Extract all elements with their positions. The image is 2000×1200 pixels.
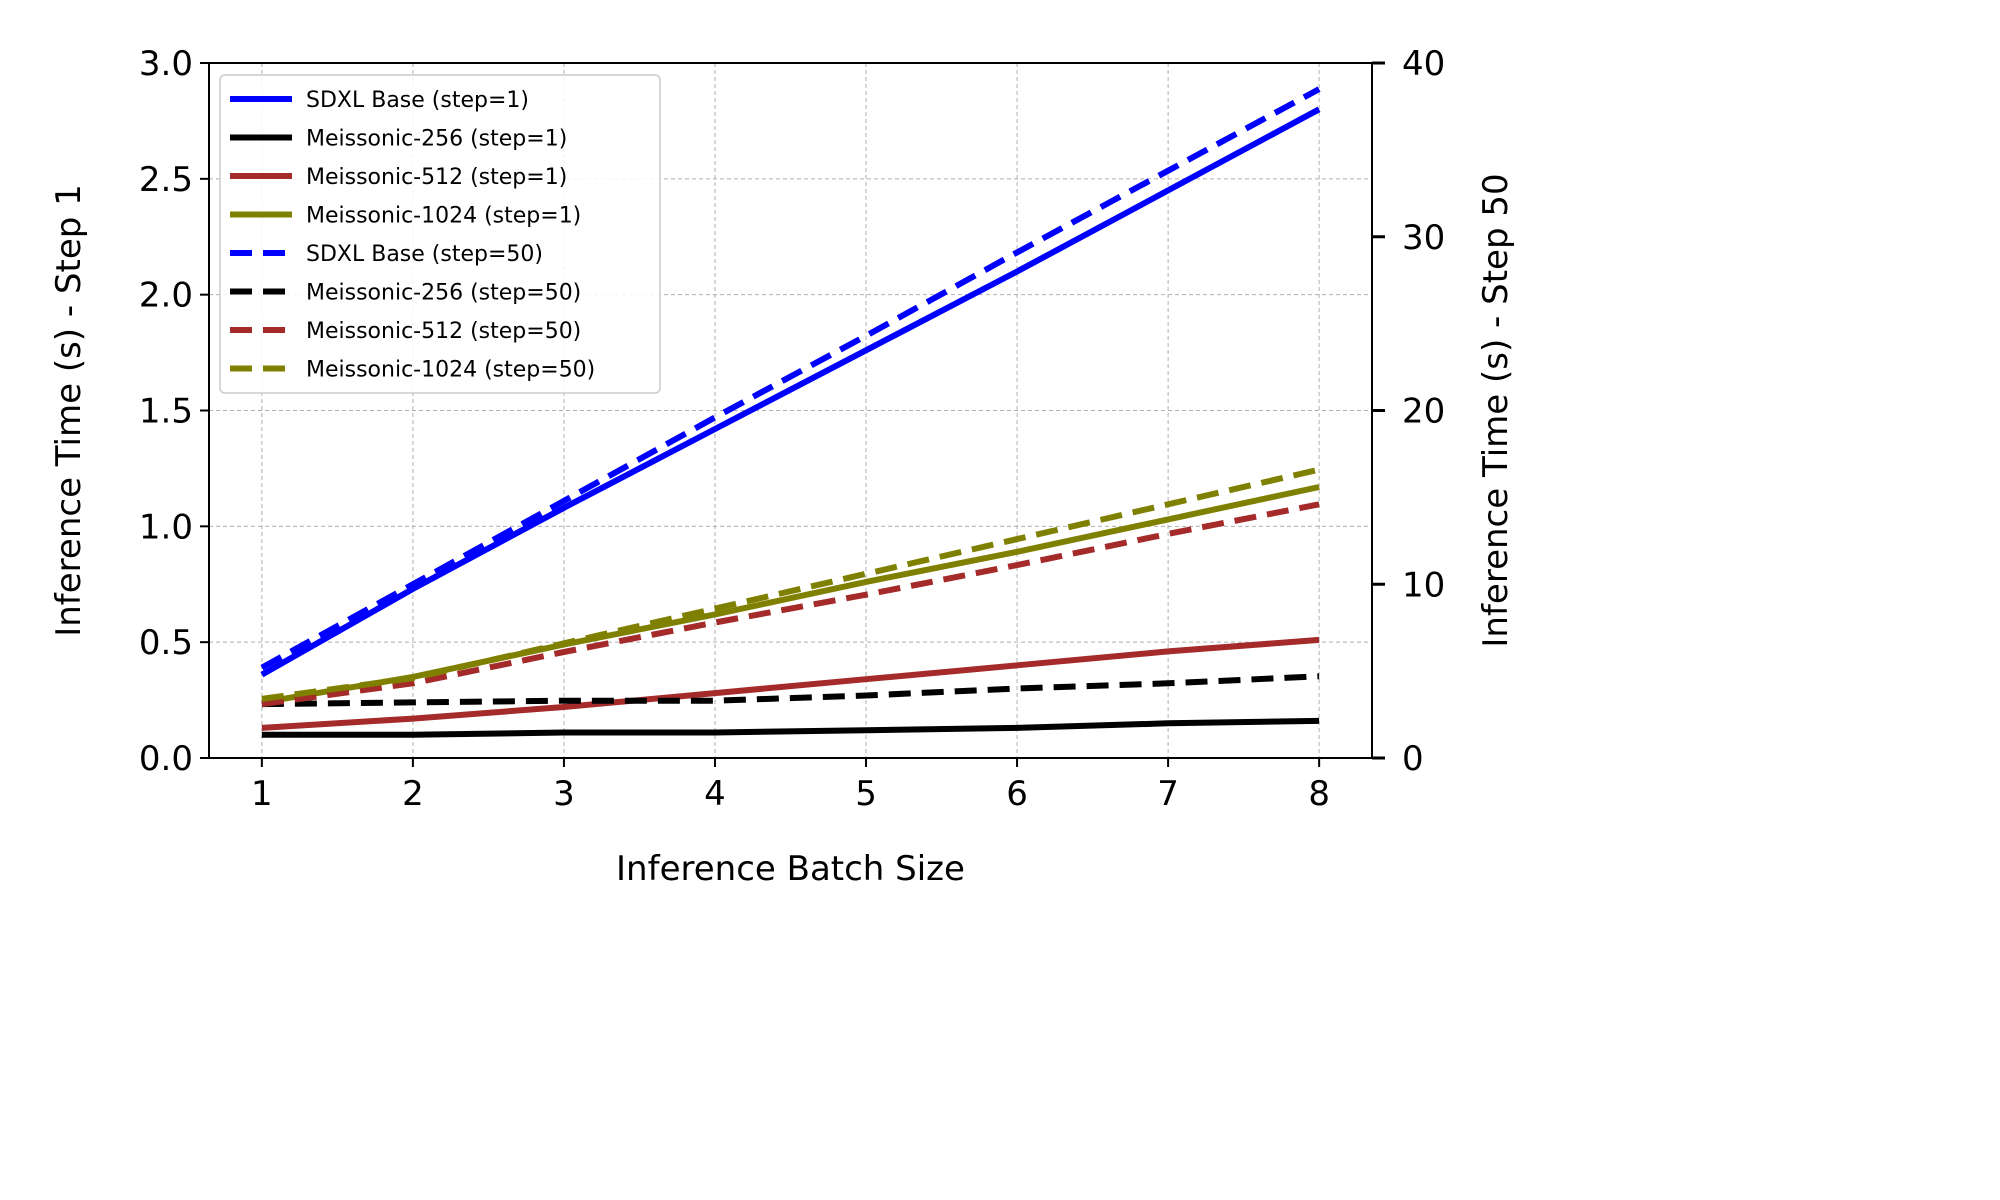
y-right-tick-label: 0 [1402,739,1424,779]
y-right-tick-label: 20 [1402,392,1445,432]
series-lines [260,86,1321,738]
series-line-5 [261,673,1320,708]
y-left-tick-label: 2.5 [139,160,193,200]
axis-ticks: 1 2 3 4 5 6 7 8 0.0 0.5 1.0 1.5 2.0 2.5 3.0 0 10 20 30 40 [139,44,1445,814]
x-tick-label: 2 [402,774,424,814]
series-line-6 [261,501,1320,708]
y-left-tick-label: 1.0 [139,507,193,547]
y-axis-right-label: Inference Time (s) - Step 50 [1476,173,1516,647]
y-axis-left-label: Inference Time (s) - Step 1 [49,184,89,637]
x-tick-label: 1 [251,774,273,814]
legend-label: SDXL Base (step=50) [306,242,543,267]
legend-frame [219,74,661,394]
y-left-tick-label: 1.5 [139,392,193,432]
legend-label: Meissonic-256 (step=1) [306,127,567,152]
legend-label: Meissonic-512 (step=50) [306,319,581,344]
x-tick-label: 5 [855,774,877,814]
series-line-4 [260,86,1321,671]
y-left-tick-label: 3.0 [139,44,193,84]
series-line-7 [261,466,1320,702]
legend: SDXL Base (step=1) Meissonic-256 (step=1)… [219,74,661,394]
legend-label: Meissonic-512 (step=1) [306,165,567,190]
x-tick-label: 3 [553,774,575,814]
y-left-tick-label: 0.5 [139,623,193,663]
series-line-0 [260,106,1321,678]
series-line-2 [261,636,1320,731]
x-tick-label: 4 [704,774,726,814]
x-tick-label: 7 [1157,774,1179,814]
series-line-3 [261,484,1320,706]
legend-label: Meissonic-1024 (step=1) [306,204,581,229]
chart: 1 2 3 4 5 6 7 8 0.0 0.5 1.0 1.5 2.0 2.5 3.0 0 10 20 30 40 I… [49,44,1516,889]
y-right-tick-label: 10 [1402,565,1445,605]
x-tick-label: 6 [1006,774,1028,814]
legend-label: SDXL Base (step=1) [306,88,529,113]
x-axis-label: Inference Batch Size [616,849,965,889]
legend-label: Meissonic-1024 (step=50) [306,358,595,383]
x-tick-label: 8 [1308,774,1330,814]
y-right-tick-label: 40 [1402,44,1445,84]
y-right-tick-label: 30 [1402,218,1445,258]
y-left-tick-label: 2.0 [139,276,193,316]
legend-label: Meissonic-256 (step=50) [306,281,581,306]
series-line-1 [261,717,1320,738]
y-left-tick-label: 0.0 [139,739,193,779]
